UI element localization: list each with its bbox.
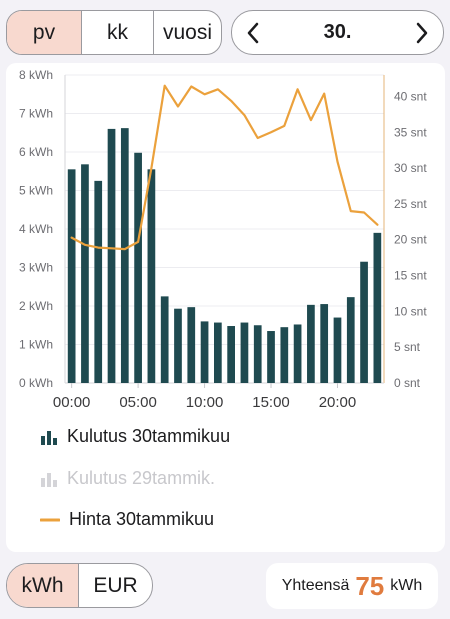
right-tick-label: 0 snt — [394, 376, 421, 390]
consumption-bar — [81, 164, 89, 383]
tab-month[interactable]: kk — [81, 11, 153, 54]
x-tick-label: 00:00 — [53, 394, 91, 411]
right-tick-label: 30 snt — [394, 161, 427, 175]
left-tick-label: 4 kWh — [19, 222, 53, 236]
x-tick-label: 10:00 — [186, 394, 224, 411]
consumption-bar — [213, 322, 222, 383]
consumption-bar — [360, 261, 368, 383]
prev-date-button[interactable] — [246, 21, 260, 45]
right-tick-label: 10 snt — [394, 304, 427, 318]
left-tick-label: 8 kWh — [19, 68, 53, 82]
tab-day[interactable]: pv — [7, 11, 81, 54]
left-tick-label: 5 kWh — [19, 184, 53, 198]
legend-item-previous-consumption[interactable]: Kulutus 29tammik. — [40, 468, 215, 489]
bar-chart-icon — [41, 472, 57, 487]
consumption-bar — [293, 324, 302, 383]
left-tick-label: 3 kWh — [19, 261, 53, 275]
line-icon — [40, 518, 60, 521]
total-summary: Yhteensä 75 kWh — [266, 563, 438, 609]
right-tick-label: 5 snt — [394, 340, 421, 354]
x-tick-label: 15:00 — [252, 394, 290, 411]
consumption-bar — [240, 322, 249, 383]
consumption-bar — [147, 169, 156, 383]
consumption-bar — [174, 308, 182, 383]
chart-card: 0 kWh 1 kWh 2 kWh 3 kWh 4 kWh 5 kWh 6 kWh 7 kWh… — [6, 63, 445, 552]
right-tick-label: 20 snt — [394, 233, 427, 247]
total-value: 75 — [355, 570, 385, 601]
legend-label: Hinta 30tammikuu — [69, 509, 215, 529]
tab-kwh[interactable]: kWh — [7, 564, 78, 607]
bar-chart-icon — [41, 430, 57, 445]
left-tick-label: 7 kWh — [19, 107, 53, 121]
legend-label: Kulutus 30tammikuu — [67, 426, 231, 446]
consumption-bar — [160, 296, 169, 383]
right-tick-label: 25 snt — [394, 197, 427, 211]
x-tick-label: 05:00 — [119, 394, 157, 411]
consumption-bar — [120, 128, 129, 383]
left-tick-label: 2 kWh — [19, 299, 53, 313]
unit-selector: kWh EUR — [6, 563, 153, 608]
consumption-bar — [187, 307, 196, 383]
consumption-bar — [280, 327, 289, 383]
consumption-bar — [346, 297, 355, 383]
consumption-bar — [67, 169, 76, 383]
consumption-bar — [373, 232, 382, 383]
legend-item-consumption[interactable]: Kulutus 30tammikuu — [40, 426, 230, 447]
period-selector: pv kk vuosi — [6, 10, 222, 55]
x-tick-label: 20:00 — [319, 394, 357, 411]
consumption-bar — [333, 317, 342, 383]
right-tick-label: 35 snt — [394, 125, 427, 139]
consumption-price-chart: 0 kWh 1 kWh 2 kWh 3 kWh 4 kWh 5 kWh 6 kWh 7 kWh… — [19, 68, 427, 411]
legend-label: Kulutus 29tammik. — [67, 468, 216, 488]
consumption-bar — [134, 152, 142, 383]
chevron-left-icon — [247, 22, 259, 43]
right-tick-label: 40 snt — [394, 89, 427, 103]
tab-eur[interactable]: EUR — [78, 564, 152, 607]
price-line — [70, 84, 379, 251]
consumption-bar — [227, 326, 236, 383]
consumption-bar — [200, 321, 209, 383]
total-label: Yhteensä — [281, 577, 350, 594]
next-date-button[interactable] — [415, 21, 429, 45]
chevron-right-icon — [416, 22, 428, 43]
date-label: 30. — [323, 21, 352, 43]
consumption-bar — [107, 128, 116, 383]
left-tick-label: 0 kWh — [19, 376, 53, 390]
left-tick-label: 1 kWh — [19, 338, 53, 352]
left-tick-label: 6 kWh — [19, 145, 53, 159]
consumption-bar — [253, 325, 262, 383]
tab-year[interactable]: vuosi — [153, 11, 221, 54]
consumption-bar — [267, 331, 275, 383]
right-tick-label: 15 snt — [394, 269, 427, 283]
date-navigator: 30. — [231, 10, 444, 55]
consumption-bar — [320, 304, 329, 383]
total-unit: kWh — [390, 577, 423, 594]
legend-item-price[interactable]: Hinta 30tammikuu — [40, 509, 214, 530]
consumption-bar — [307, 304, 315, 383]
consumption-bar — [94, 180, 103, 383]
